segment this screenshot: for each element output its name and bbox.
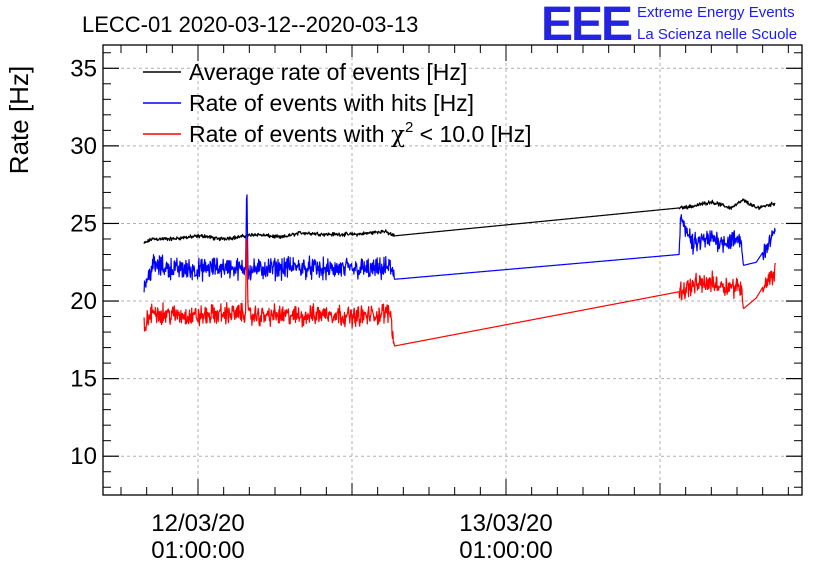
axis-layer: 10152025303512/03/2001:00:0013/03/2001:0… — [70, 45, 802, 564]
y-tick-label: 30 — [70, 133, 97, 160]
series-chi2-rate — [143, 238, 776, 347]
eee-logo-line1: Extreme Energy Events — [637, 4, 795, 21]
y-axis-label: Rate [Hz] — [4, 66, 34, 174]
y-tick-label: 20 — [70, 288, 97, 315]
legend-label-chi2: Rate of events with χ2 < 10.0 [Hz] — [189, 119, 532, 148]
legend-label-hits: Rate of events with hits [Hz] — [189, 90, 474, 116]
series-hits-rate — [143, 194, 776, 293]
x-tick-label-time: 01:00:00 — [459, 537, 552, 564]
series-average-rate — [143, 198, 776, 244]
legend-label-average: Average rate of events [Hz] — [189, 59, 467, 85]
chart-title: LECC-01 2020-03-12--2020-03-13 — [82, 12, 418, 37]
y-tick-label: 25 — [70, 210, 97, 237]
x-tick-label-time: 01:00:00 — [151, 537, 244, 564]
y-tick-label: 10 — [70, 443, 97, 470]
x-tick-label-date: 12/03/20 — [151, 510, 244, 537]
eee-logo: EEE Extreme Energy Events La Scienza nel… — [541, 0, 797, 51]
eee-logo-letters: EEE — [541, 0, 632, 51]
legend: Average rate of events [Hz] Rate of even… — [143, 59, 532, 148]
y-tick-label: 35 — [70, 55, 97, 82]
y-tick-label: 15 — [70, 366, 97, 393]
x-tick-label-date: 13/03/20 — [459, 510, 552, 537]
eee-logo-line2: La Scienza nelle Scuole — [637, 26, 797, 43]
series-layer — [143, 194, 776, 347]
